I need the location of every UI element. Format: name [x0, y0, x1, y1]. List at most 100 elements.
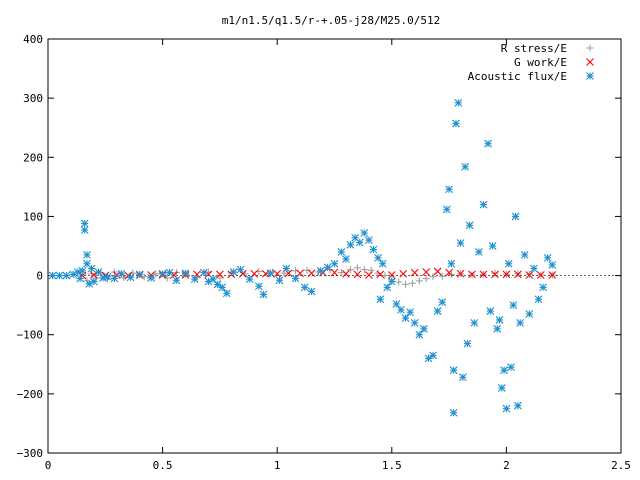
acoustic-flux-point — [323, 263, 332, 272]
acoustic-flux-point — [80, 226, 89, 234]
acoustic-flux-point — [55, 271, 64, 280]
acoustic-flux-point — [500, 366, 508, 375]
g-work-point — [445, 268, 453, 277]
acoustic-flux-point — [486, 307, 495, 315]
r-stress-point — [491, 269, 499, 277]
y-tick-label: 400 — [23, 33, 43, 46]
chart-title: m1/n1.5/q1.5/r-+.05-j28/M25.0/512 — [222, 14, 441, 27]
acoustic-flux-point — [135, 270, 144, 279]
acoustic-flux-point — [342, 255, 350, 263]
acoustic-flux-point — [525, 310, 534, 318]
g-work-point — [536, 271, 545, 279]
acoustic-flux-point — [158, 269, 167, 278]
x-tick-label: 2 — [503, 459, 510, 472]
acoustic-flux-point — [520, 250, 529, 259]
y-tick-label: 100 — [23, 210, 43, 223]
acoustic-flux-point — [300, 283, 309, 292]
r-stress-point — [438, 272, 446, 280]
legend-label-g-work: G work/E — [514, 56, 567, 69]
legend-symbol-acoustic-flux — [586, 72, 594, 80]
acoustic-flux-point — [346, 240, 355, 249]
acoustic-flux-point — [229, 268, 238, 276]
x-tick-label: 1.5 — [382, 459, 402, 472]
acoustic-flux-point — [438, 298, 447, 307]
acoustic-flux-point — [445, 185, 453, 194]
plot-frame — [47, 38, 622, 454]
acoustic-flux-point — [275, 276, 284, 285]
acoustic-flux-point — [147, 274, 156, 282]
acoustic-flux-point — [543, 253, 552, 262]
acoustic-flux-point — [76, 274, 84, 283]
acoustic-flux-point — [222, 289, 231, 298]
acoustic-flux-point — [424, 354, 433, 363]
acoustic-flux-point — [94, 268, 103, 276]
acoustic-flux-point — [449, 366, 458, 375]
acoustic-flux-point — [530, 264, 538, 273]
acoustic-flux-point — [484, 139, 492, 148]
acoustic-flux-point — [172, 276, 181, 285]
acoustic-flux-point — [406, 308, 415, 317]
r-stress-point — [374, 269, 382, 277]
acoustic-flux-point — [190, 275, 199, 284]
x-axis: 0 0.5 1 1.5 2 2.5 — [45, 39, 631, 472]
acoustic-flux-point — [87, 264, 96, 273]
acoustic-flux-point — [479, 200, 488, 209]
legend-label-r-stress: R stress/E — [501, 42, 567, 55]
acoustic-flux-point — [199, 268, 208, 277]
acoustic-flux-point — [126, 273, 135, 282]
r-stress-point — [152, 270, 160, 278]
acoustic-flux-point — [410, 318, 419, 327]
acoustic-flux-point — [383, 283, 392, 292]
acoustic-flux-point — [78, 266, 87, 275]
acoustic-flux-point — [282, 264, 291, 273]
r-stress-point — [216, 274, 224, 282]
g-work-point — [479, 270, 488, 279]
acoustic-flux-point — [465, 221, 474, 230]
acoustic-flux-point — [364, 236, 373, 244]
g-work-point — [525, 271, 534, 279]
x-tick-label: 0 — [45, 459, 52, 472]
acoustic-flux-point — [291, 274, 300, 283]
acoustic-flux-point — [401, 314, 410, 323]
g-work-point — [422, 268, 431, 276]
g-work-point — [353, 270, 362, 279]
acoustic-flux-point — [463, 339, 472, 348]
acoustic-flux-point — [534, 295, 543, 304]
y-axis: 400 300 200 100 0 −100 −200 −300 — [17, 33, 621, 460]
acoustic-flux-point — [452, 119, 460, 128]
acoustic-flux-point — [419, 324, 428, 333]
y-tick-label: 0 — [36, 270, 43, 283]
acoustic-flux-point — [213, 280, 222, 289]
acoustic-flux-point — [378, 259, 387, 268]
acoustic-flux-point — [497, 384, 506, 392]
legend-label-acoustic-flux: Acoustic flux/E — [468, 70, 567, 83]
acoustic-flux-point — [442, 205, 451, 214]
acoustic-flux-point — [397, 305, 405, 314]
x-tick-label: 0.5 — [153, 459, 173, 472]
g-work-point — [307, 269, 316, 278]
x-tick-label: 2.5 — [611, 459, 631, 472]
acoustic-flux-point — [245, 275, 254, 284]
acoustic-flux-point — [513, 401, 522, 410]
legend-marker — [586, 44, 594, 52]
acoustic-flux-point — [266, 269, 275, 278]
r-stress-point — [408, 279, 416, 287]
r-stress-point — [422, 275, 430, 283]
acoustic-flux-point — [504, 259, 513, 268]
acoustic-flux-point — [429, 351, 437, 360]
acoustic-flux-point — [73, 268, 82, 276]
acoustic-flux-point — [117, 269, 126, 278]
g-work-point — [456, 269, 465, 278]
acoustic-flux-point — [181, 269, 190, 278]
g-work-point — [216, 270, 224, 279]
acoustic-flux-point — [502, 404, 511, 413]
y-tick-label: −200 — [17, 388, 44, 401]
g-work-point — [491, 270, 499, 279]
acoustic-flux-point — [48, 271, 57, 280]
legend-marker — [586, 58, 594, 66]
r-stress-point — [353, 264, 361, 272]
series-layer — [48, 98, 557, 417]
acoustic-flux-point — [259, 290, 268, 299]
g-work-point — [468, 270, 476, 279]
